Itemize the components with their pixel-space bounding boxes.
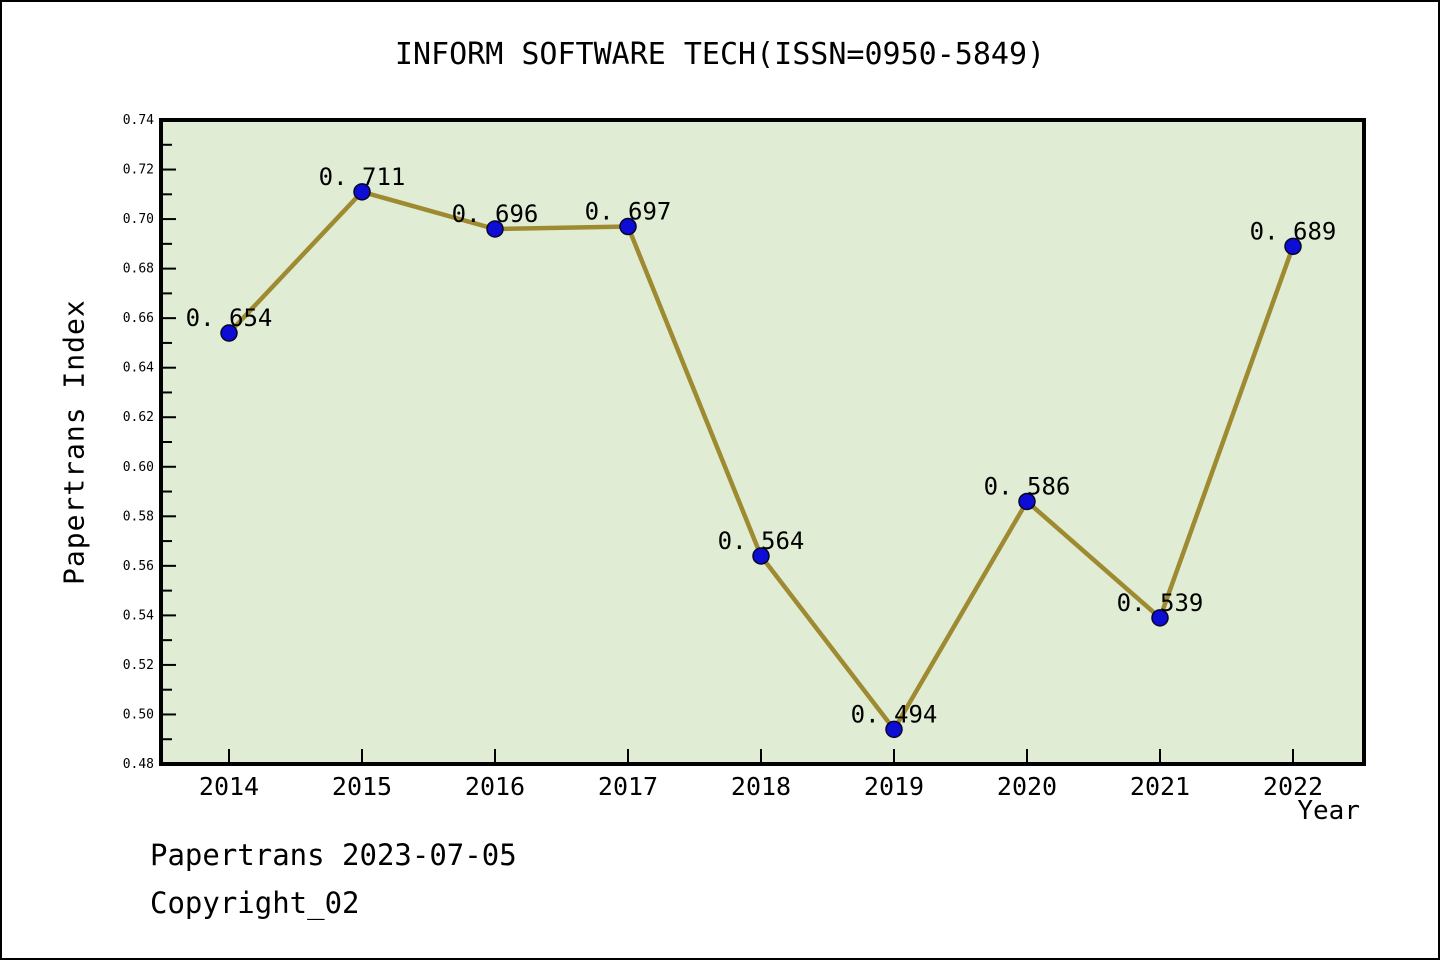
y-tick-label: 0.52	[123, 658, 154, 673]
x-tick-label: 2014	[199, 772, 259, 801]
x-tick-label: 2018	[731, 772, 791, 801]
data-point-label: 0. 697	[585, 198, 672, 226]
data-point-label: 0. 564	[718, 527, 805, 555]
data-point-label: 0. 711	[319, 163, 406, 191]
y-tick-label: 0.70	[123, 212, 154, 227]
data-point-label: 0. 586	[984, 472, 1071, 500]
x-tick-label: 2022	[1263, 772, 1323, 801]
data-point-2019	[885, 720, 903, 739]
data-point-2022	[1284, 237, 1302, 256]
x-tick-label: 2020	[997, 772, 1057, 801]
y-tick-label: 0.50	[123, 707, 154, 722]
y-tick-label: 0.72	[123, 163, 154, 178]
y-tick-label: 0.60	[123, 460, 154, 475]
data-point-2015	[353, 183, 371, 201]
data-point-2016	[486, 220, 504, 238]
data-point-label: 0. 539	[1117, 589, 1204, 617]
y-tick-label: 0.58	[123, 509, 154, 524]
data-point-label: 0. 654	[186, 304, 273, 332]
chart-title: INFORM SOFTWARE TECH(ISSN=0950-5849)	[394, 37, 1046, 72]
x-tick-label: 2015	[332, 772, 392, 801]
data-point-2021	[1151, 609, 1169, 627]
data-point-2020	[1018, 492, 1036, 511]
data-point-2014	[220, 324, 238, 342]
data-point-2018	[752, 547, 770, 565]
x-tick-label: 2021	[1130, 772, 1190, 801]
x-axis-title: Year	[1297, 796, 1360, 826]
data-point-label: 0. 494	[851, 700, 938, 728]
y-axis-title: Papertrans Index	[57, 299, 91, 585]
data-point-label: 0. 689	[1250, 217, 1337, 245]
y-tick-label: 0.56	[123, 559, 154, 574]
y-tick-label: 0.64	[123, 361, 154, 376]
x-tick-label: 2019	[864, 772, 924, 801]
data-point-2017	[619, 217, 637, 236]
x-tick-label: 2017	[598, 772, 658, 801]
footer-source-date: Papertrans 2023-07-05	[150, 838, 517, 872]
x-tick-label: 2016	[465, 772, 525, 801]
y-tick-label: 0.74	[123, 113, 154, 128]
plot-background	[159, 118, 1366, 766]
y-tick-label: 0.62	[123, 410, 154, 425]
y-tick-label: 0.48	[123, 757, 154, 772]
footer-copyright: Copyright_02	[150, 886, 360, 920]
y-tick-label: 0.68	[123, 262, 154, 277]
y-tick-label: 0.66	[123, 311, 154, 326]
data-point-label: 0. 696	[452, 200, 539, 228]
y-tick-label: 0.54	[123, 608, 154, 623]
